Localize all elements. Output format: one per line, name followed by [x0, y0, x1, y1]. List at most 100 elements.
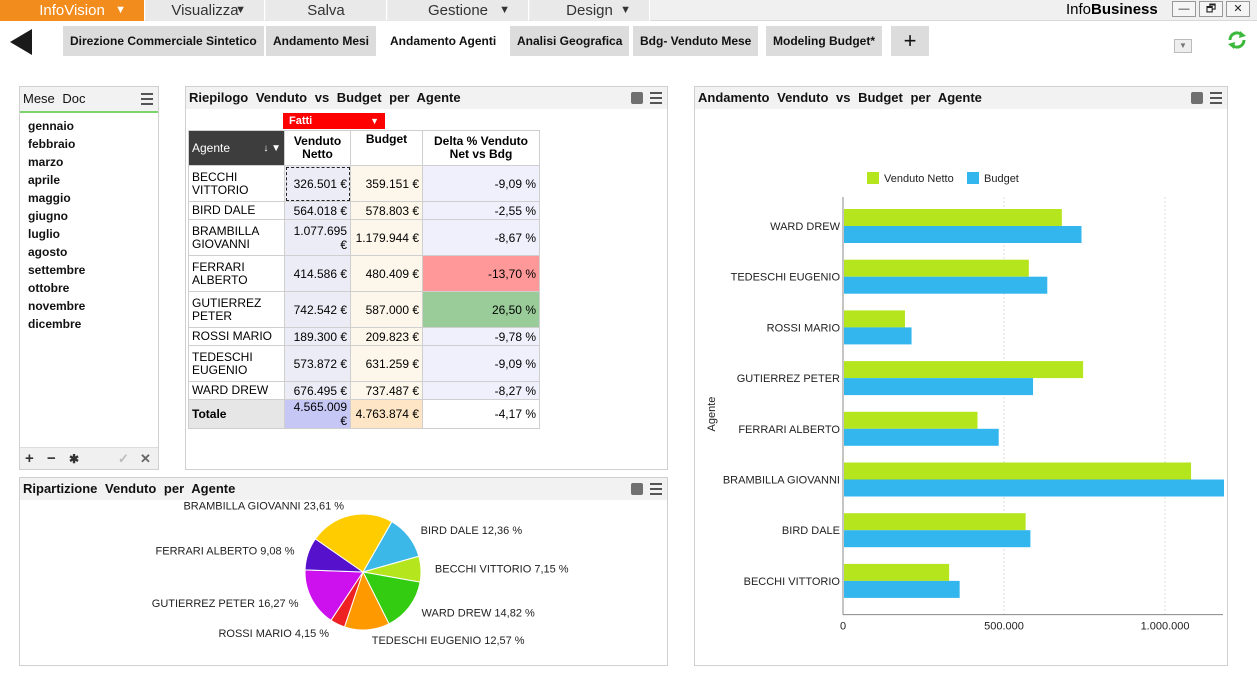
menu-infovision[interactable]: InfoVision ▼	[0, 0, 145, 21]
bar[interactable]	[844, 563, 950, 581]
list-item[interactable]: dicembre	[28, 317, 82, 331]
hamburger-menu-icon[interactable]	[650, 92, 662, 104]
bar[interactable]	[844, 276, 1048, 294]
hamburger-menu-icon[interactable]	[141, 93, 153, 105]
column-header-budget[interactable]: Budget	[350, 130, 423, 166]
tab-andamento-agenti[interactable]: Andamento Agenti	[383, 26, 504, 56]
pie-slice[interactable]	[314, 513, 393, 573]
cell-venduto[interactable]: 1.077.695 €	[284, 219, 351, 256]
cell-agent: BECCHI VITTORIO	[188, 165, 285, 202]
y-tick-label: BRAMBILLA GIOVANNI	[723, 475, 840, 487]
list-item[interactable]: giugno	[28, 209, 68, 223]
clear-filter-icon[interactable]: ✕	[140, 451, 151, 466]
cell-delta[interactable]: -2,55 %	[422, 201, 540, 220]
tab-analisi-geografica[interactable]: Analisi Geografica	[510, 26, 630, 56]
cell-budget[interactable]: 209.823 €	[350, 327, 423, 346]
bar[interactable]	[844, 361, 1084, 379]
hamburger-menu-icon[interactable]	[650, 483, 662, 495]
cell-delta[interactable]: 26,50 %	[422, 291, 540, 328]
cell-budget[interactable]: 631.259 €	[350, 345, 423, 382]
cell-budget[interactable]: 1.179.944 €	[350, 219, 423, 256]
tab-direzione-commerciale[interactable]: Direzione Commerciale Sintetico	[63, 26, 264, 56]
cell-budget[interactable]: 480.409 €	[350, 255, 423, 292]
cell-venduto[interactable]: 189.300 €	[284, 327, 351, 346]
tab-andamento-mesi[interactable]: Andamento Mesi	[266, 26, 377, 56]
bar[interactable]	[844, 530, 1031, 548]
minimize-button[interactable]: —	[1172, 1, 1196, 17]
cell-venduto[interactable]: 742.542 €	[284, 291, 351, 328]
cell-total-venduto[interactable]: 4.565.009 €	[284, 399, 351, 429]
list-item[interactable]: luglio	[28, 227, 60, 241]
list-item[interactable]: settembre	[28, 263, 86, 277]
pie-slice[interactable]	[304, 569, 364, 622]
bar[interactable]	[844, 327, 912, 345]
bar[interactable]	[844, 226, 1082, 243]
list-item[interactable]: novembre	[28, 299, 86, 313]
cell-total-delta[interactable]: -4,17 %	[422, 399, 540, 429]
legend-swatch	[967, 172, 979, 184]
bar[interactable]	[844, 411, 978, 429]
back-arrow-icon[interactable]	[10, 29, 32, 55]
cell-budget[interactable]: 359.151 €	[350, 165, 423, 202]
close-button[interactable]: ✕	[1226, 1, 1250, 17]
cell-delta[interactable]: -8,67 %	[422, 219, 540, 256]
add-tab-button[interactable]: +	[891, 26, 929, 56]
bar[interactable]	[844, 513, 1026, 531]
star-icon[interactable]: ✱	[69, 452, 80, 466]
list-item[interactable]: ottobre	[28, 281, 70, 295]
column-header-agent[interactable]: Agente ↓ ▼	[188, 130, 285, 166]
restore-button[interactable]: 🗗	[1199, 1, 1223, 17]
cube-icon[interactable]	[631, 483, 643, 495]
cell-venduto[interactable]: 414.586 €	[284, 255, 351, 292]
list-item[interactable]: gennaio	[28, 119, 75, 133]
cell-delta[interactable]: -9,09 %	[422, 345, 540, 382]
cell-budget[interactable]: 737.487 €	[350, 381, 423, 400]
cell-venduto[interactable]: 573.872 €	[284, 345, 351, 382]
remove-filter-button[interactable]: −	[47, 450, 56, 467]
measure-dropdown[interactable]: Fatti ▼	[283, 113, 385, 129]
pie-slice[interactable]	[362, 571, 421, 625]
cell-venduto[interactable]: 564.018 €	[284, 201, 351, 220]
sort-icon[interactable]: ↓ ▼	[263, 142, 281, 154]
chevron-down-icon: ▼	[115, 4, 126, 16]
menu-gestione[interactable]: Gestione ▼	[388, 0, 529, 21]
column-header-delta[interactable]: Delta % Venduto Net vs Bdg	[422, 130, 540, 166]
menu-visualizza[interactable]: Visualizza ▼	[146, 0, 265, 21]
cell-budget[interactable]: 578.803 €	[350, 201, 423, 220]
cube-icon[interactable]	[1191, 92, 1203, 104]
cell-venduto[interactable]: 676.495 €	[284, 381, 351, 400]
cell-budget[interactable]: 587.000 €	[350, 291, 423, 328]
chevron-down-icon[interactable]: ▼	[1174, 39, 1192, 53]
cell-delta[interactable]: -8,27 %	[422, 381, 540, 400]
cell-venduto[interactable]: 326.501 €	[284, 165, 351, 202]
bar[interactable]	[844, 259, 1029, 277]
cell-delta[interactable]: -9,78 %	[422, 327, 540, 346]
tab-bdg-venduto-mese[interactable]: Bdg- Venduto Mese	[633, 26, 759, 56]
bar[interactable]	[844, 479, 1224, 497]
list-item[interactable]: marzo	[28, 155, 64, 169]
menu-design[interactable]: Design ▼	[530, 0, 650, 21]
list-item[interactable]: agosto	[28, 245, 68, 259]
bar[interactable]	[844, 580, 960, 598]
list-item[interactable]: febbraio	[28, 137, 76, 151]
cell-total-label: Totale	[188, 399, 285, 429]
total-row: Totale 4.565.009 € 4.763.874 € -4,17 %	[188, 399, 540, 429]
check-icon[interactable]: ✓	[118, 451, 129, 466]
bar[interactable]	[844, 209, 1062, 226]
bar[interactable]	[844, 428, 999, 446]
menu-salva[interactable]: Salva	[266, 0, 387, 21]
list-item[interactable]: maggio	[28, 191, 71, 205]
tab-modeling-budget[interactable]: Modeling Budget*	[766, 26, 882, 56]
cell-total-budget[interactable]: 4.763.874 €	[350, 399, 423, 429]
cube-icon[interactable]	[631, 92, 643, 104]
bar[interactable]	[844, 378, 1034, 396]
bar[interactable]	[844, 462, 1192, 480]
add-filter-button[interactable]: +	[25, 450, 34, 467]
column-header-venduto[interactable]: Venduto Netto	[284, 130, 351, 166]
bar[interactable]	[844, 310, 905, 328]
refresh-icon[interactable]	[1226, 29, 1248, 51]
list-item[interactable]: aprile	[28, 173, 61, 187]
cell-delta[interactable]: -13,70 %	[422, 255, 540, 292]
hamburger-menu-icon[interactable]	[1210, 92, 1222, 104]
cell-delta[interactable]: -9,09 %	[422, 165, 540, 202]
